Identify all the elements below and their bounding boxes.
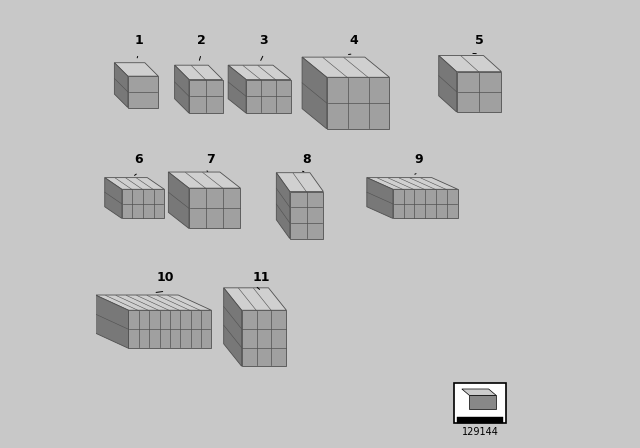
Polygon shape bbox=[95, 295, 129, 349]
Polygon shape bbox=[189, 188, 241, 228]
Polygon shape bbox=[105, 178, 164, 189]
Polygon shape bbox=[115, 63, 158, 76]
Polygon shape bbox=[276, 172, 290, 238]
Polygon shape bbox=[439, 56, 457, 112]
Polygon shape bbox=[175, 65, 189, 113]
Polygon shape bbox=[224, 288, 242, 366]
Text: 8: 8 bbox=[302, 153, 311, 166]
Polygon shape bbox=[242, 310, 287, 366]
Text: 9: 9 bbox=[414, 153, 423, 166]
Polygon shape bbox=[290, 192, 323, 238]
Polygon shape bbox=[393, 189, 458, 218]
Polygon shape bbox=[469, 395, 496, 409]
Polygon shape bbox=[367, 178, 458, 189]
Text: 129144: 129144 bbox=[461, 427, 499, 437]
Polygon shape bbox=[457, 72, 502, 112]
Polygon shape bbox=[457, 417, 503, 422]
Text: 5: 5 bbox=[475, 34, 483, 47]
Polygon shape bbox=[189, 80, 223, 113]
Polygon shape bbox=[462, 389, 496, 395]
Polygon shape bbox=[439, 56, 502, 72]
Polygon shape bbox=[246, 80, 291, 113]
Text: 6: 6 bbox=[134, 153, 143, 166]
Polygon shape bbox=[175, 65, 223, 80]
Polygon shape bbox=[228, 65, 291, 80]
Text: 1: 1 bbox=[134, 34, 143, 47]
Polygon shape bbox=[168, 172, 189, 228]
Text: 4: 4 bbox=[349, 34, 358, 47]
Polygon shape bbox=[115, 63, 128, 108]
FancyBboxPatch shape bbox=[454, 383, 506, 423]
Text: 10: 10 bbox=[157, 271, 174, 284]
Text: 7: 7 bbox=[206, 153, 214, 166]
Text: 2: 2 bbox=[197, 34, 205, 47]
Polygon shape bbox=[122, 189, 164, 218]
Polygon shape bbox=[302, 57, 326, 129]
Polygon shape bbox=[224, 288, 287, 310]
Polygon shape bbox=[326, 77, 389, 129]
Polygon shape bbox=[129, 310, 211, 349]
Polygon shape bbox=[302, 57, 389, 77]
Polygon shape bbox=[105, 178, 122, 218]
Polygon shape bbox=[367, 178, 393, 218]
Text: 3: 3 bbox=[260, 34, 268, 47]
Polygon shape bbox=[228, 65, 246, 113]
Polygon shape bbox=[95, 295, 211, 310]
Polygon shape bbox=[128, 76, 158, 108]
Polygon shape bbox=[276, 172, 323, 192]
Text: 11: 11 bbox=[253, 271, 271, 284]
Polygon shape bbox=[168, 172, 241, 188]
